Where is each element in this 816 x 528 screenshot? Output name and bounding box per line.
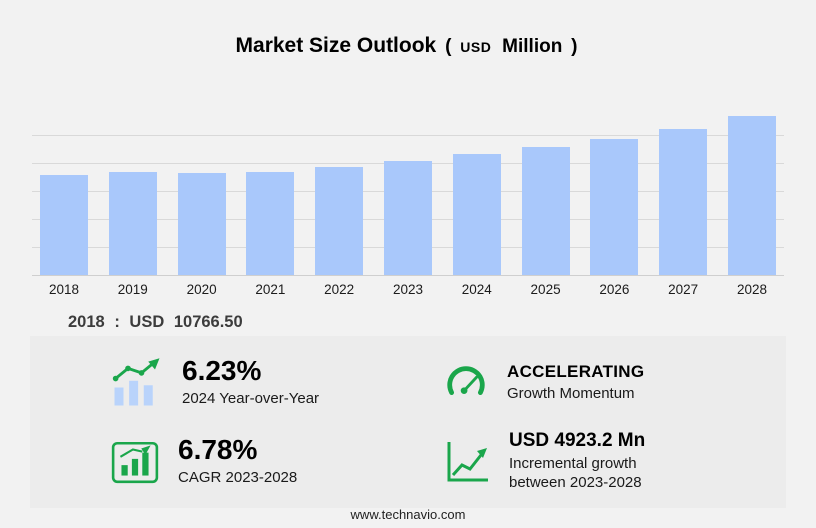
momentum-value: ACCELERATING bbox=[507, 361, 645, 381]
momentum-label: Growth Momentum bbox=[507, 384, 635, 402]
bar-2021 bbox=[246, 171, 295, 275]
cagr-label: CAGR 2023-2028 bbox=[178, 469, 298, 487]
title-currency: USD bbox=[460, 39, 492, 55]
x-axis-label-2019: 2019 bbox=[117, 282, 148, 297]
x-axis-label-2024: 2024 bbox=[461, 282, 492, 297]
x-axis-label-2018: 2018 bbox=[48, 282, 80, 297]
callout-value: 10766.50 bbox=[173, 313, 243, 331]
cagr-value: 6.78% bbox=[178, 434, 258, 466]
bar-2028 bbox=[727, 115, 776, 275]
bar-2018 bbox=[40, 174, 88, 275]
title-paren-close: ) bbox=[571, 36, 578, 57]
stat-incremental: USD 4923.2 Mn Incremental growth between… bbox=[443, 425, 776, 498]
bars bbox=[32, 112, 784, 276]
x-axis-label-2028: 2028 bbox=[736, 282, 767, 297]
stats-panel: 6.23% 2024 Year-over-Year ACCELERATING G… bbox=[30, 336, 786, 508]
x-axis-label-2026: 2026 bbox=[599, 282, 630, 297]
incremental-growth-icon bbox=[443, 438, 491, 486]
incremental-label: Incremental growth between 2023-2028 bbox=[509, 455, 642, 491]
stat-yoy: 6.23% 2024 Year-over-Year bbox=[110, 346, 443, 419]
yoy-label: 2024 Year-over-Year bbox=[182, 390, 320, 408]
bar-2019 bbox=[108, 172, 157, 275]
stats-grid: 6.23% 2024 Year-over-Year ACCELERATING G… bbox=[30, 336, 786, 508]
cagr-chart-icon bbox=[110, 437, 160, 487]
x-axis-label-2025: 2025 bbox=[530, 282, 561, 297]
x-axis-label-2023: 2023 bbox=[392, 282, 423, 297]
stat-momentum: ACCELERATING Growth Momentum bbox=[443, 346, 776, 419]
callout-separator: : bbox=[114, 313, 120, 331]
title-unit: Million bbox=[502, 36, 563, 57]
stat-cagr: 6.78% CAGR 2023-2028 bbox=[110, 425, 443, 498]
base-year-callout: 2018 : USD 10766.50 bbox=[68, 313, 248, 332]
market-size-bar-chart bbox=[32, 112, 784, 276]
bar-2022 bbox=[315, 166, 364, 275]
speedometer-icon bbox=[443, 360, 489, 406]
bar-2025 bbox=[521, 147, 570, 275]
callout-year: 2018 bbox=[68, 313, 105, 331]
incremental-value: USD 4923.2 Mn bbox=[509, 430, 646, 452]
bar-2026 bbox=[590, 139, 639, 275]
bar-2027 bbox=[659, 128, 708, 275]
callout-currency: USD bbox=[129, 313, 165, 331]
bar-2023 bbox=[383, 161, 432, 275]
x-axis-label-2021: 2021 bbox=[255, 282, 286, 297]
x-axis-label-2027: 2027 bbox=[668, 282, 699, 297]
yoy-bars-icon bbox=[110, 356, 164, 410]
website-url: www.technavio.com bbox=[350, 507, 466, 522]
title-main: Market Size Outlook bbox=[235, 34, 437, 57]
x-axis-label-2020: 2020 bbox=[186, 282, 217, 297]
page-title: Market Size Outlook ( USD Million ) bbox=[0, 34, 816, 58]
x-axis-label-2022: 2022 bbox=[324, 282, 355, 297]
bar-2024 bbox=[452, 154, 501, 275]
x-labels: 2018 2019 2020 2021 2022 2023 2024 2025 2026 2027… bbox=[32, 282, 784, 297]
bar-2020 bbox=[177, 173, 226, 275]
title-paren-open: ( bbox=[445, 36, 452, 57]
yoy-value: 6.23% bbox=[182, 355, 262, 387]
